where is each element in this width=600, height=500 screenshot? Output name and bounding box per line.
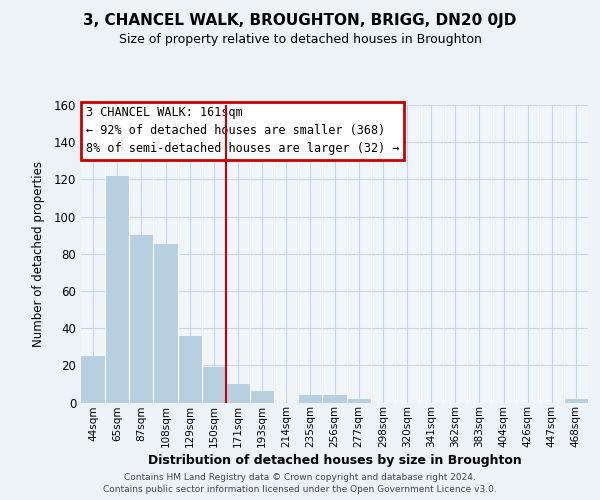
Text: 3, CHANCEL WALK, BROUGHTON, BRIGG, DN20 0JD: 3, CHANCEL WALK, BROUGHTON, BRIGG, DN20 … — [83, 12, 517, 28]
Bar — [81, 356, 105, 403]
X-axis label: Distribution of detached houses by size in Broughton: Distribution of detached houses by size … — [148, 454, 521, 468]
Bar — [322, 395, 347, 402]
Text: Contains HM Land Registry data © Crown copyright and database right 2024.: Contains HM Land Registry data © Crown c… — [124, 472, 476, 482]
Bar — [202, 367, 226, 402]
Bar — [178, 336, 202, 402]
Bar — [154, 244, 178, 402]
Bar — [105, 176, 129, 402]
Text: Size of property relative to detached houses in Broughton: Size of property relative to detached ho… — [119, 32, 481, 46]
Bar — [226, 384, 250, 402]
Y-axis label: Number of detached properties: Number of detached properties — [32, 161, 46, 347]
Bar — [129, 235, 154, 402]
Bar — [298, 395, 322, 402]
Bar — [250, 392, 274, 402]
Bar — [347, 399, 371, 402]
Bar — [564, 399, 588, 402]
Text: Contains public sector information licensed under the Open Government Licence v3: Contains public sector information licen… — [103, 485, 497, 494]
Text: 3 CHANCEL WALK: 161sqm
← 92% of detached houses are smaller (368)
8% of semi-det: 3 CHANCEL WALK: 161sqm ← 92% of detached… — [86, 106, 400, 156]
